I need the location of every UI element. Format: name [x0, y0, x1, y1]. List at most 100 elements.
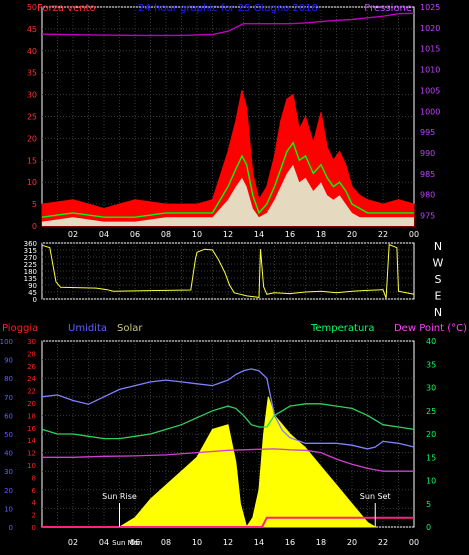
wind-tick-label: 25: [27, 113, 37, 122]
humidity-tick-label: 50: [4, 431, 13, 439]
humidity-tick-label: 70: [4, 394, 13, 402]
speed-area: [42, 164, 414, 226]
humidity-tick-label: 60: [4, 412, 13, 420]
temperature-tick-label: 15: [426, 453, 436, 462]
x-tick-label: 08: [161, 538, 171, 547]
x-tick-label: 06: [130, 538, 140, 547]
direction-tick-label: 360: [24, 240, 37, 248]
wind-tick-label: 0: [32, 222, 37, 231]
rain-tick-label: 8: [32, 474, 36, 482]
pressure-tick-label: 1020: [420, 24, 440, 33]
rain-tick-label: 28: [27, 350, 36, 358]
wind-tick-label: 15: [27, 156, 37, 165]
humidity-tick-label: 80: [4, 375, 13, 383]
x-tick-label: 22: [378, 230, 388, 239]
x-tick-label: 20: [347, 230, 357, 239]
humidity-axis-title: Umidita: [68, 323, 107, 334]
humidity-tick-label: 30: [4, 468, 13, 476]
rain-tick-label: 22: [27, 388, 36, 396]
pressure-tick-label: 1000: [420, 107, 440, 116]
temperature-tick-label: 25: [426, 407, 436, 416]
rain-tick-label: 24: [27, 375, 36, 383]
pressure-tick-label: 995: [420, 128, 435, 137]
direction-tick-label: 90: [28, 282, 37, 290]
x-tick-label: 12: [223, 230, 233, 239]
pressure-tick-label: 1005: [420, 86, 440, 95]
pressure-axis-title: Pressione: [364, 3, 412, 14]
rain-tick-label: 4: [32, 499, 37, 507]
compass-label: N: [434, 306, 442, 319]
dewpoint-line: [42, 448, 414, 472]
wind-tick-label: 35: [27, 69, 37, 78]
direction-tick-label: 270: [24, 254, 37, 262]
pressure-tick-label: 1010: [420, 66, 440, 75]
compass-label: S: [435, 273, 442, 286]
temperature-line: [41, 403, 415, 440]
rain-tick-label: 14: [27, 437, 36, 445]
x-tick-label: 22: [378, 538, 388, 547]
direction-line: [41, 243, 415, 299]
x-tick-label: 16: [285, 230, 295, 239]
pressure-tick-label: 1015: [420, 45, 440, 54]
humidity-tick-label: 10: [4, 505, 13, 513]
solar-axis-title: Solar: [117, 323, 143, 334]
rain-line: [42, 516, 414, 528]
temperature-tick-label: 35: [426, 360, 436, 369]
pressure-tick-label: 1025: [420, 3, 440, 12]
direction-tick-label: 135: [24, 275, 37, 283]
rain-tick-label: 18: [27, 412, 36, 420]
wind-tick-label: 40: [27, 47, 37, 56]
rain-axis-title: Pioggia: [2, 323, 38, 334]
humidity-tick-label: 0: [9, 524, 13, 532]
chart-labels: 0510152025303540455097598098599099510001…: [0, 3, 467, 547]
chart-grid: [42, 6, 414, 528]
rain-tick-label: 0: [32, 524, 36, 532]
x-tick-label: 08: [161, 230, 171, 239]
direction-tick-label: 45: [28, 289, 37, 297]
x-tick-label: 00: [409, 230, 419, 239]
pressure-tick-label: 975: [420, 212, 435, 221]
temperature-tick-label: 20: [426, 430, 436, 439]
x-tick-label: 10: [192, 230, 202, 239]
x-tick-label: 06: [130, 230, 140, 239]
sun-annotation: Sun Rise: [102, 492, 137, 501]
chart-marks: [41, 12, 415, 529]
compass-label: N: [434, 240, 442, 253]
wind-axis-title: Forza vento: [37, 3, 96, 14]
x-tick-label: 04: [99, 230, 109, 239]
wind-tick-label: 45: [27, 25, 37, 34]
wind-tick-label: 30: [27, 91, 37, 100]
direction-tick-label: 0: [33, 296, 37, 304]
x-tick-label: 20: [347, 538, 357, 547]
pressure-tick-label: 985: [420, 170, 435, 179]
rain-tick-label: 16: [27, 425, 36, 433]
humidity-tick-label: 90: [4, 357, 13, 365]
wind-tick-label: 10: [27, 178, 37, 187]
rain-tick-label: 30: [27, 338, 36, 346]
wind-tick-label: 20: [27, 134, 37, 143]
temperature-axis-title: Temperatura: [310, 323, 375, 334]
pressure-line: [41, 12, 415, 37]
x-tick-label: 14: [254, 538, 264, 547]
x-tick-label: 10: [192, 538, 202, 547]
direction-tick-label: 225: [24, 261, 37, 269]
x-tick-label: 04: [99, 538, 109, 547]
wind-tick-label: 50: [27, 3, 37, 12]
compass-label: W: [433, 257, 444, 270]
temperature-tick-label: 0: [426, 523, 431, 532]
day-change-label: Sun Mon: [112, 539, 142, 547]
x-tick-label: 16: [285, 538, 295, 547]
temperature-tick-label: 5: [426, 500, 431, 509]
x-tick-label: 00: [409, 538, 419, 547]
humidity-tick-label: 40: [4, 450, 13, 458]
humidity-tick-label: 100: [0, 338, 13, 346]
rain-tick-label: 6: [32, 487, 37, 495]
wind-tick-label: 5: [32, 200, 37, 209]
direction-tick-label: 180: [24, 268, 37, 276]
x-tick-label: 14: [254, 230, 264, 239]
rain-tick-label: 26: [27, 363, 36, 371]
x-tick-label: 12: [223, 538, 233, 547]
compass-label: E: [435, 290, 442, 303]
solar-area: [117, 396, 378, 529]
